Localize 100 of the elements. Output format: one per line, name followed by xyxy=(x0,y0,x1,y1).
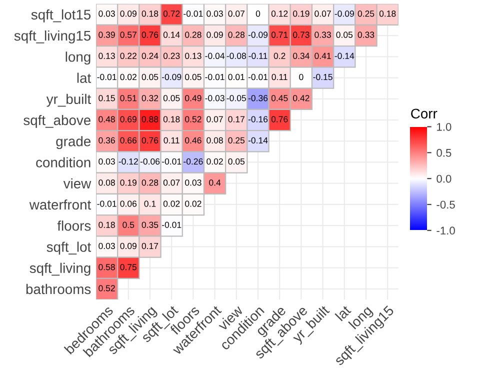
data-label: -0.05 xyxy=(226,95,246,102)
data-label: -0.01 xyxy=(248,74,268,80)
data-label: 0 xyxy=(299,74,304,80)
color-bar-title: Corr xyxy=(411,108,438,119)
data-label: 0.18 xyxy=(379,10,396,17)
y-tick-label: lat xyxy=(77,72,92,83)
data-label: 0.09 xyxy=(120,10,136,17)
data-label: 0.1 xyxy=(144,200,156,207)
data-label: 0.01 xyxy=(228,74,244,80)
y-tick-label: grade xyxy=(56,136,91,150)
data-label: -0.01 xyxy=(184,10,203,17)
data-label: 0.15 xyxy=(98,95,115,102)
data-label: 0.32 xyxy=(142,95,158,102)
data-label: 0.05 xyxy=(142,74,158,80)
data-label: 0.49 xyxy=(185,95,202,102)
data-label: -0.15 xyxy=(313,74,332,80)
data-label: 0.13 xyxy=(98,52,115,59)
data-label: 0.12 xyxy=(271,10,288,17)
data-label: -0.03 xyxy=(205,95,224,102)
data-label: 0.19 xyxy=(120,180,136,186)
data-label: 0.03 xyxy=(98,242,115,250)
data-label: 0.28 xyxy=(142,180,158,186)
y-tick-label: sqft_living xyxy=(30,262,90,276)
y-tick-label: floors xyxy=(57,220,91,231)
data-label: 0.58 xyxy=(98,264,115,270)
data-label: 0.28 xyxy=(185,32,202,38)
color-bar-label: -0.5 xyxy=(436,200,455,209)
data-label: 0.51 xyxy=(120,95,136,102)
data-label: 0.75 xyxy=(120,264,137,270)
data-label: 0.03 xyxy=(98,10,115,17)
data-label: -0.01 xyxy=(97,200,116,207)
data-label: 0.05 xyxy=(228,158,245,165)
data-label: 0.2 xyxy=(274,52,286,59)
data-label: -0.09 xyxy=(248,32,268,38)
data-label: 0.02 xyxy=(120,74,136,80)
data-label: -0.09 xyxy=(162,74,182,80)
y-tick-label: view xyxy=(63,178,92,189)
data-label: 0.34 xyxy=(293,52,310,59)
data-label: -0.01 xyxy=(97,74,116,80)
data-label: -0.16 xyxy=(248,116,268,122)
color-bar-label: 1.0 xyxy=(437,122,452,131)
data-label: 0.35 xyxy=(142,222,158,228)
data-label: -0.14 xyxy=(248,137,268,144)
color-bar-label: 0.0 xyxy=(436,174,452,183)
data-label: -0.14 xyxy=(334,52,354,59)
data-label: 0.76 xyxy=(142,32,158,38)
y-tick-label: long xyxy=(66,52,90,65)
data-label: 0.28 xyxy=(228,32,245,38)
y-tick-label: sqft_lot xyxy=(46,242,92,255)
data-label: 0.22 xyxy=(120,52,136,59)
data-label: 0.05 xyxy=(336,32,353,38)
data-label: 0.08 xyxy=(98,180,115,186)
data-label: 0.5 xyxy=(122,222,134,228)
data-label: 0.02 xyxy=(206,158,223,165)
data-label: 0.13 xyxy=(185,52,202,59)
data-label: 0.69 xyxy=(120,116,136,122)
data-label: 0.07 xyxy=(163,180,180,186)
data-label: 0.09 xyxy=(206,32,223,38)
data-label: 0.39 xyxy=(98,32,115,38)
data-label: 0.18 xyxy=(98,222,115,228)
data-label: 0.4 xyxy=(209,180,221,186)
data-label: -0.08 xyxy=(226,52,246,59)
data-label: 0.76 xyxy=(271,116,288,122)
data-label: 0.07 xyxy=(314,10,331,17)
data-label: 0.05 xyxy=(185,74,202,80)
data-label: 0 xyxy=(256,10,260,17)
data-label: 0.42 xyxy=(293,95,310,102)
data-label: 0.14 xyxy=(163,32,180,38)
color-bar-label: 0.5 xyxy=(436,148,452,157)
data-label: 0.17 xyxy=(228,116,244,122)
data-label: 0.71 xyxy=(271,32,288,38)
data-label: 0.17 xyxy=(142,242,158,250)
data-label: 0.03 xyxy=(98,158,115,165)
color-bar-label: -1.0 xyxy=(436,226,455,235)
data-label: -0.01 xyxy=(162,158,182,165)
data-label: -0.01 xyxy=(162,222,182,228)
data-label: 0.07 xyxy=(206,116,223,122)
y-tick-label: bathrooms xyxy=(26,284,91,294)
data-label: 0.46 xyxy=(185,137,202,144)
data-label: 0.08 xyxy=(206,137,223,144)
data-label: 0.57 xyxy=(120,32,136,38)
y-tick-label: sqft_lot15 xyxy=(31,9,91,22)
data-label: 0.03 xyxy=(206,10,223,17)
y-tick-label: sqft_living15 xyxy=(14,30,91,44)
data-label: -0.11 xyxy=(248,52,268,59)
data-label: 0.19 xyxy=(293,10,310,17)
data-label: 0.02 xyxy=(163,200,180,207)
data-label: 0.06 xyxy=(120,200,137,207)
data-label: -0.06 xyxy=(140,158,160,165)
data-label: 0.52 xyxy=(98,285,115,292)
data-label: 0.48 xyxy=(98,116,115,122)
data-label: 0.02 xyxy=(185,200,202,207)
y-tick-label: waterfront xyxy=(29,199,92,210)
data-label: 0.88 xyxy=(142,116,158,122)
y-tick-label: yr_built xyxy=(46,94,92,107)
data-label: -0.26 xyxy=(184,158,203,165)
data-label: 0.07 xyxy=(228,10,244,17)
y-tick-label: sqft_above xyxy=(24,114,91,128)
data-label: -0.09 xyxy=(334,10,354,17)
data-label: 0.18 xyxy=(163,116,180,122)
